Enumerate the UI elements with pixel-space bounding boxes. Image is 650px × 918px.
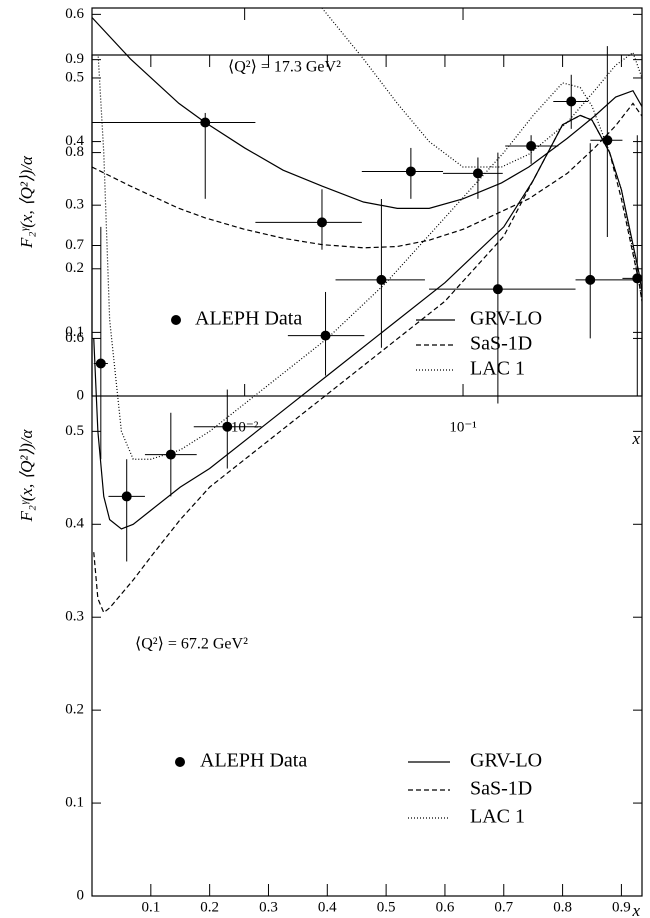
x-tick-label: 0.2	[200, 899, 219, 915]
plot-area	[92, 8, 642, 396]
curve	[97, 55, 642, 460]
y-axis-label: F₂ᵞ(x, ⟨Q²⟩)/α	[17, 428, 36, 522]
y-tick-label: 0.9	[65, 51, 84, 67]
curve	[92, 102, 642, 249]
y-tick-label: 0.1	[65, 795, 84, 811]
data-point	[526, 141, 537, 152]
y-tick-label: 0	[77, 387, 85, 403]
curve	[93, 114, 642, 614]
plot-frame	[91, 54, 643, 897]
data-point	[376, 274, 387, 285]
data-point	[165, 449, 176, 460]
data-point	[405, 166, 416, 177]
data-point	[320, 330, 331, 341]
legend-label: GRV-LO	[470, 750, 542, 772]
curve	[321, 8, 642, 168]
chart-panel: 0 0.1 0.2 0.3 0.4 0.5 0.6 10⁻² 10⁻¹ x F₂ᵞ(x, ⟨Q²⟩)…	[17, 6, 643, 448]
x-tick-label: 0.7	[494, 899, 513, 915]
x-axis-label: x	[631, 429, 640, 448]
data-point	[585, 274, 596, 285]
legend-marker	[171, 315, 181, 325]
curve	[93, 114, 642, 530]
x-tick-label: 10⁻¹	[449, 419, 476, 435]
legend-label: SaS-1D	[470, 333, 532, 355]
y-tick-label: 0.8	[65, 144, 84, 160]
x-tick-label: 0.6	[436, 899, 455, 915]
y-tick-label: 0.2	[65, 702, 84, 718]
y-tick-label: 0.4	[65, 516, 84, 532]
y-tick-label: 0.3	[65, 609, 84, 625]
data-point	[316, 217, 327, 228]
x-tick-label: 10⁻²	[231, 419, 259, 435]
y-tick-label: 0.5	[65, 69, 84, 85]
y-tick-label: 0	[77, 887, 85, 903]
x-tick-label: 0.5	[377, 899, 396, 915]
data-point	[472, 168, 483, 179]
x-tick-label: 0.4	[318, 899, 337, 915]
y-tick-label: 0.2	[65, 260, 84, 276]
x-tick-label: 0.3	[259, 899, 278, 915]
y-tick-label: 0.1	[65, 324, 84, 340]
legend-label: LAC 1	[470, 806, 525, 828]
y-tick-label: 0.6	[65, 6, 84, 22]
legend-marker	[175, 757, 185, 767]
plot-frame	[91, 7, 643, 397]
y-tick-label: 0.5	[65, 423, 84, 439]
data-point	[121, 491, 132, 502]
data-point	[566, 96, 577, 107]
x-axis-label: x	[631, 901, 640, 918]
y-tick-label: 0.6	[65, 330, 84, 346]
plot-area	[93, 55, 642, 614]
annotation: ⟨Q²⟩ = 17.3 GeV²	[228, 59, 341, 76]
data-point	[95, 358, 106, 369]
x-tick-label: 0.9	[612, 899, 631, 915]
x-tick-label: 0.8	[553, 899, 572, 915]
y-axis-label: F₂ᵞ(x, ⟨Q²⟩)/α	[17, 155, 36, 249]
legend-label: SaS-1D	[470, 778, 532, 800]
curve	[92, 17, 642, 209]
data-point	[492, 284, 503, 295]
legend-label: GRV-LO	[470, 308, 542, 330]
data-point	[222, 421, 233, 432]
annotation: ⟨Q²⟩ = 67.2 GeV²	[135, 636, 248, 653]
x-tick-label: 0.1	[141, 899, 160, 915]
y-tick-label: 0.3	[65, 197, 84, 213]
chart-panel: 0 0.1 0.2 0.3 0.4 0.5 0.6 0.7 0.8 0.9 0.1 0.2 0.3 0.4…	[17, 51, 643, 918]
y-tick-label: 0.7	[65, 237, 84, 253]
y-tick-label: 0.4	[65, 133, 84, 149]
legend-label: ALEPH Data	[200, 750, 307, 772]
legend-label: ALEPH Data	[195, 308, 302, 330]
